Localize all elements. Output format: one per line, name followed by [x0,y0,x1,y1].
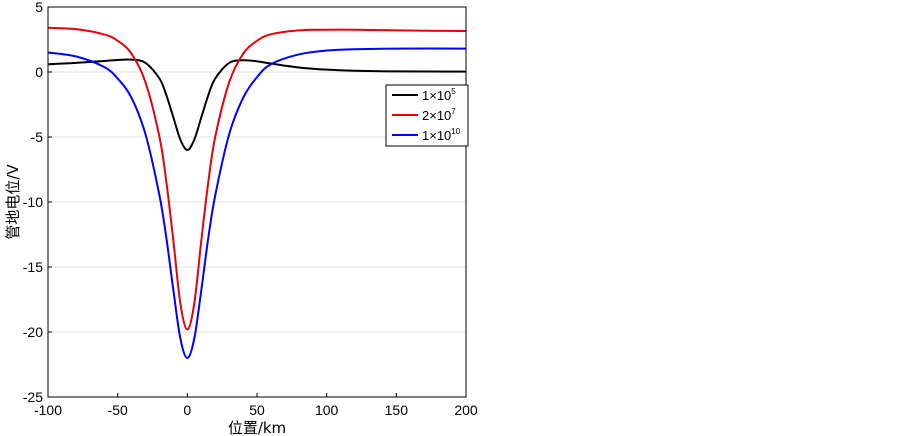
legend-label-3: 1×1010 [422,127,461,143]
y-tick-label: -15 [23,259,43,275]
y-axis-title: 管地电位/V [4,164,22,240]
axis-ticks: 50-5-10-15-20-25-100 -50 0 50 100 150 200 [23,0,478,418]
x-tick-label: -100 [34,402,62,418]
y-tick-label: -25 [23,389,43,405]
x-axis-title: 位置/km [228,419,286,436]
x-tick-label: -50 [108,402,128,418]
legend: 1×105 2×107 1×1010 [385,84,469,147]
x-tick-label: 0 [183,402,191,418]
x-tick-label: 50 [249,402,265,418]
y-tick-label: -5 [31,129,44,145]
x-tick-label: 100 [315,402,339,418]
series-line-2 [47,26,467,331]
y-tick-label: 0 [35,64,43,80]
y-tick-label: -20 [23,324,43,340]
x-tick-label: 200 [454,402,478,418]
x-tick-label: 150 [385,402,409,418]
y-tick-label: -10 [23,194,43,210]
series-layer [47,26,467,359]
legend-label-1: 1×105 [422,87,456,103]
y-tick-label: 5 [35,0,43,15]
series-line-1 [47,58,467,151]
series-line-3 [47,47,467,359]
legend-label-2: 2×107 [422,107,456,123]
